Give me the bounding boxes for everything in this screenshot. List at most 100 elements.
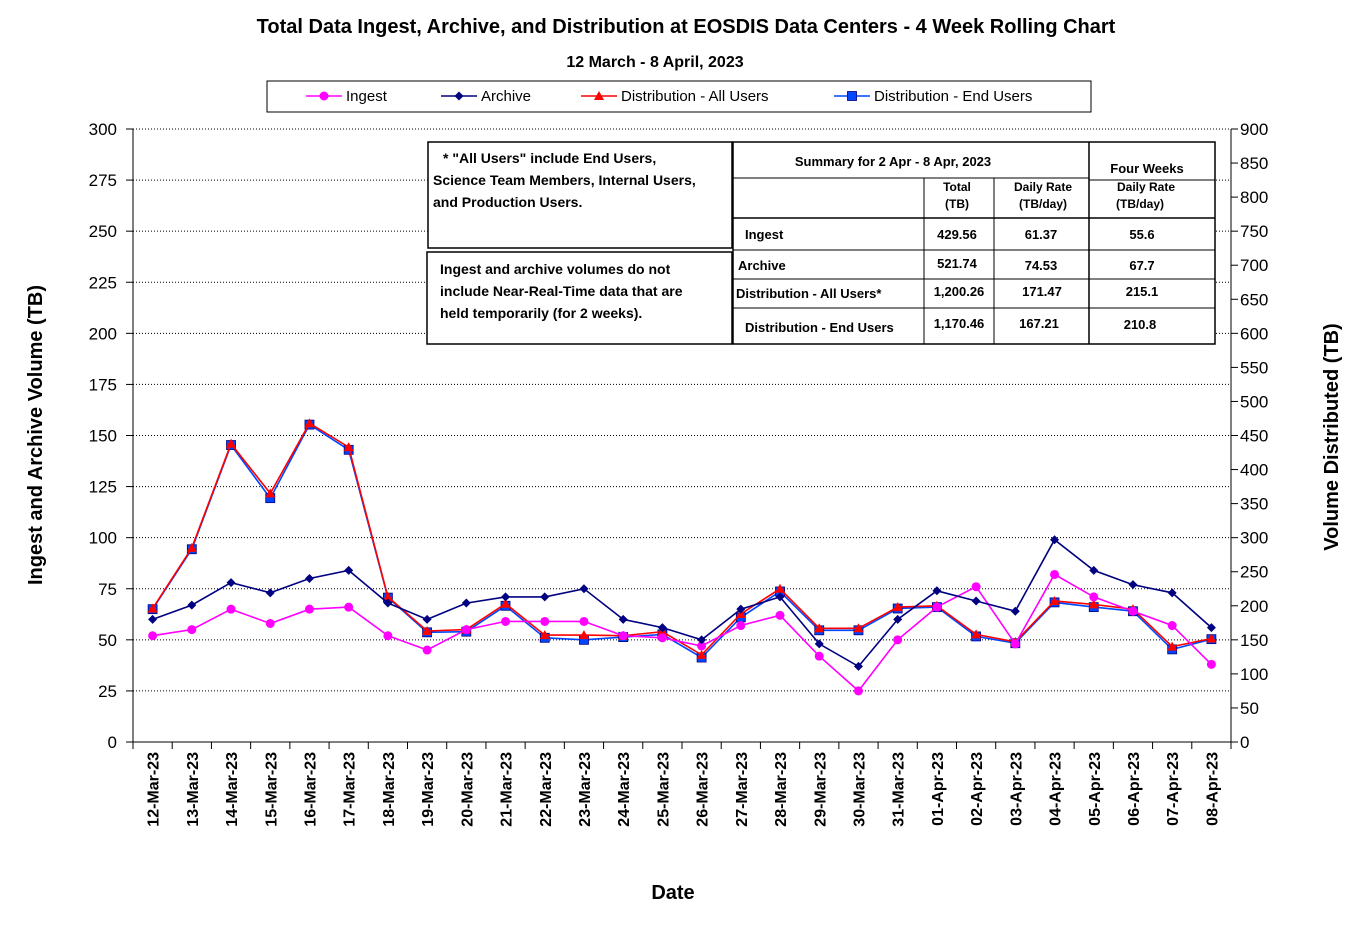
- legend-marker-ingest: [319, 91, 329, 101]
- data-point-archive: [461, 598, 471, 608]
- note-box-all-users: [427, 141, 733, 249]
- summary-table: Summary for 2 Apr - 8 Apr, 2023 Four Wee…: [732, 141, 1216, 345]
- row-ingest-total: 429.56: [937, 227, 977, 242]
- x-tick-label: 01-Apr-23: [930, 752, 947, 826]
- row-dist-end-daily: 167.21: [1019, 316, 1059, 331]
- x-axis-label: Date: [651, 882, 694, 904]
- data-point-archive: [344, 565, 354, 575]
- y2-tick-label: 800: [1240, 188, 1268, 207]
- note-all-users-line3: and Production Users.: [433, 194, 582, 210]
- x-tick-label: 19-Mar-23: [420, 752, 437, 827]
- x-tick-label: 13-Mar-23: [185, 752, 202, 827]
- series-group: [147, 418, 1217, 696]
- x-tick-label: 31-Mar-23: [891, 752, 908, 827]
- series-line-archive: [152, 538, 1212, 668]
- data-point-ingest: [540, 616, 550, 626]
- summary-title: Summary for 2 Apr - 8 Apr, 2023: [795, 154, 991, 169]
- y-tick-label: 250: [89, 222, 117, 241]
- data-point-ingest: [1010, 639, 1020, 649]
- data-point-distribution-all-users: [578, 630, 589, 640]
- legend-marker-distribution-all-users: [594, 91, 604, 100]
- y2-tick-label: 400: [1240, 461, 1268, 480]
- data-point-archive: [148, 614, 158, 624]
- note-all-users-line2: Science Team Members, Internal Users,: [433, 172, 696, 188]
- row-archive-four: 67.7: [1129, 258, 1154, 273]
- y-axis-label: Ingest and Archive Volume (TB): [25, 285, 47, 585]
- data-point-ingest: [501, 616, 511, 626]
- x-tick-label: 21-Mar-23: [499, 752, 516, 827]
- data-point-ingest: [697, 641, 707, 651]
- data-point-distribution-all-users: [304, 418, 315, 428]
- data-point-ingest: [304, 604, 314, 614]
- row-archive-daily: 74.53: [1025, 258, 1058, 273]
- series-archive: [148, 535, 1216, 671]
- data-point-archive: [618, 614, 628, 624]
- data-point-archive: [265, 588, 275, 598]
- data-point-ingest: [344, 602, 354, 612]
- row-dist-all-daily: 171.47: [1022, 284, 1062, 299]
- data-point-archive: [1010, 606, 1020, 616]
- data-point-distribution-all-users: [382, 591, 393, 601]
- data-point-ingest: [618, 631, 628, 641]
- data-point-distribution-all-users: [147, 603, 158, 613]
- data-point-distribution-all-users: [539, 630, 550, 640]
- x-tick-label: 03-Apr-23: [1008, 752, 1025, 826]
- row-dist-all-four: 215.1: [1126, 284, 1159, 299]
- x-tick-label: 18-Mar-23: [381, 752, 398, 827]
- series-line-distribution-end-users: [151, 423, 1212, 659]
- col-daily-line1: Daily Rate: [1014, 180, 1072, 194]
- data-point-archive: [1050, 535, 1060, 545]
- data-point-distribution-all-users: [892, 602, 903, 612]
- x-tick-label: 26-Mar-23: [695, 752, 712, 827]
- y2-tick-label: 500: [1240, 392, 1268, 411]
- data-point-ingest: [893, 635, 903, 645]
- y2-tick-label: 0: [1240, 733, 1249, 752]
- data-point-ingest: [187, 625, 197, 635]
- legend-label-ingest: Ingest: [346, 88, 388, 105]
- data-point-ingest: [422, 645, 432, 655]
- data-point-distribution-all-users: [971, 629, 982, 639]
- row-archive-label: Archive: [738, 258, 786, 273]
- col-four-daily-line2: (TB/day): [1116, 197, 1164, 211]
- x-tick-label: 15-Mar-23: [263, 752, 280, 827]
- x-tick-label: 28-Mar-23: [773, 752, 790, 827]
- data-point-ingest: [383, 631, 393, 641]
- x-tick-label: 27-Mar-23: [734, 752, 751, 827]
- y-tick-label: 125: [89, 478, 117, 497]
- note-box-nrt: [426, 251, 733, 345]
- data-point-distribution-all-users: [853, 623, 864, 633]
- data-point-distribution-all-users: [265, 488, 276, 498]
- data-point-ingest: [971, 582, 981, 592]
- series-line-distribution-all-users: [151, 422, 1212, 656]
- x-tick-label: 05-Apr-23: [1087, 752, 1104, 826]
- legend-label-archive: Archive: [481, 88, 531, 105]
- y-tick-label: 175: [89, 375, 117, 394]
- data-point-archive: [501, 592, 511, 602]
- y2-tick-label: 50: [1240, 699, 1259, 718]
- note-all-users-line1: * "All Users" include End Users,: [443, 150, 656, 166]
- legend: Ingest Archive Distribution - All Users Dis…: [306, 88, 1032, 105]
- y2-axis-label: Volume Distributed (TB): [1321, 323, 1343, 550]
- y-tick-label: 50: [98, 631, 117, 650]
- y2-tick-label: 900: [1240, 120, 1268, 139]
- y2-tick-label: 200: [1240, 597, 1268, 616]
- legend-label-distribution-end-users: Distribution - End Users: [874, 88, 1032, 105]
- legend-marker-archive: [454, 91, 464, 101]
- y-tick-label: 275: [89, 171, 117, 190]
- y2-tick-label: 650: [1240, 290, 1268, 309]
- data-point-ingest: [579, 616, 589, 626]
- data-point-distribution-all-users: [1167, 641, 1178, 651]
- col-total-line1: Total: [943, 180, 971, 194]
- data-point-distribution-all-users: [186, 542, 197, 552]
- data-point-ingest: [1128, 606, 1138, 616]
- chart-title: Total Data Ingest, Archive, and Distribu…: [257, 16, 1116, 38]
- row-dist-end-four: 210.8: [1124, 317, 1157, 332]
- data-point-distribution-all-users: [343, 442, 354, 452]
- row-ingest-four: 55.6: [1129, 227, 1154, 242]
- x-tick-label: 29-Mar-23: [812, 752, 829, 827]
- y-tick-label: 100: [89, 529, 117, 548]
- x-tick-label: 22-Mar-23: [538, 752, 555, 827]
- x-tick-label: 16-Mar-23: [303, 752, 320, 827]
- data-point-ingest: [853, 686, 863, 696]
